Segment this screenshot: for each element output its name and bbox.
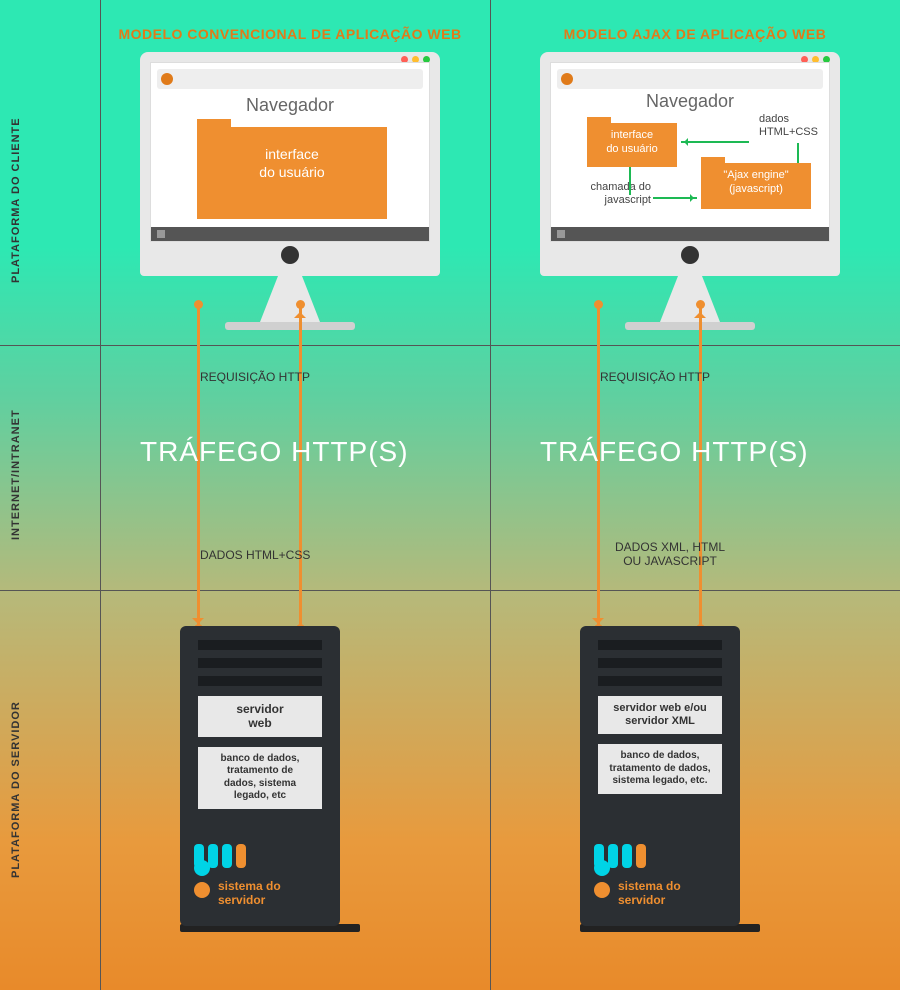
divider-horizontal-1 [0,345,900,346]
row-label-server: PLATAFORMA DO SERVIDOR [10,640,40,940]
arrow-req-right [597,308,600,628]
row-label-client: PLATAFORMA DO CLIENTE [10,70,40,330]
monitor-base [225,322,355,330]
browser-title-right: Navegador [551,91,829,112]
monitor-stand [260,276,320,322]
arrow-endpoint [296,300,305,309]
label-traffic-left: TRÁFEGO HTTP(S) [140,436,409,468]
server-web-label-left: servidor web [198,696,322,737]
divider-vertical-2 [490,0,491,990]
arrow-ajax-vert [797,143,799,163]
arrow-endpoint [696,300,705,309]
webcam-icon [281,246,299,264]
browser-footer-icon [151,227,429,241]
arrow-resp-left [299,308,302,628]
arrow-req-left [197,308,200,628]
label-req-left: REQUISIÇÃO HTTP [200,370,310,384]
folder-ui-line1: interface [265,146,319,162]
address-bar [157,69,423,89]
browser-footer-icon [551,227,829,241]
label-req-right: REQUISIÇÃO HTTP [600,370,710,384]
address-bar [557,69,823,89]
label-resp-right: DADOS XML, HTML OU JAVASCRIPT [600,540,740,568]
server-web-label-right: servidor web e/ou servidor XML [598,696,722,734]
arrow-data-to-ui [681,141,749,143]
server-db-label-left: banco de dados, tratamento de dados, sis… [198,747,322,809]
monitor-base [625,322,755,330]
webcam-icon [681,246,699,264]
server-leds-icon [594,860,610,904]
folder-ajax-engine: "Ajax engine" (javascript) [701,163,811,209]
title-ajax: MODELO AJAX DE APLICAÇÃO WEB [530,26,860,42]
server-system-label-right: sistema do servidor [618,880,681,908]
folder-ui-right: interface do usuário [587,123,677,167]
server-leds-icon [194,860,210,904]
monitor-right: Navegador interface do usuário "Ajax eng… [540,52,840,330]
server-left: servidor web banco de dados, tratamento … [180,626,340,932]
server-system-label-left: sistema do servidor [218,880,281,908]
folder-ui-line2: do usuário [259,164,324,180]
arrow-ui-down [629,167,631,195]
monitor-stand [660,276,720,322]
folder-ui-left: interface do usuário [197,127,387,219]
monitor-left: Navegador interface do usuário [140,52,440,330]
server-db-label-right: banco de dados, tratamento de dados, sis… [598,744,722,794]
title-conventional: MODELO CONVENCIONAL DE APLICAÇÃO WEB [110,26,470,42]
divider-horizontal-2 [0,590,900,591]
divider-vertical-1 [100,0,101,990]
label-data-htmlcss: dados HTML+CSS [759,113,818,139]
row-label-internet: INTERNET/INTRANET [10,380,40,570]
arrow-resp-right [699,308,702,628]
label-traffic-right: TRÁFEGO HTTP(S) [540,436,809,468]
browser-title-left: Navegador [151,95,429,116]
label-resp-left: DADOS HTML+CSS [200,548,310,562]
server-right: servidor web e/ou servidor XML banco de … [580,626,740,932]
label-js-call: chamada do javascript [581,181,651,207]
arrow-call-to-ajax [653,197,697,199]
